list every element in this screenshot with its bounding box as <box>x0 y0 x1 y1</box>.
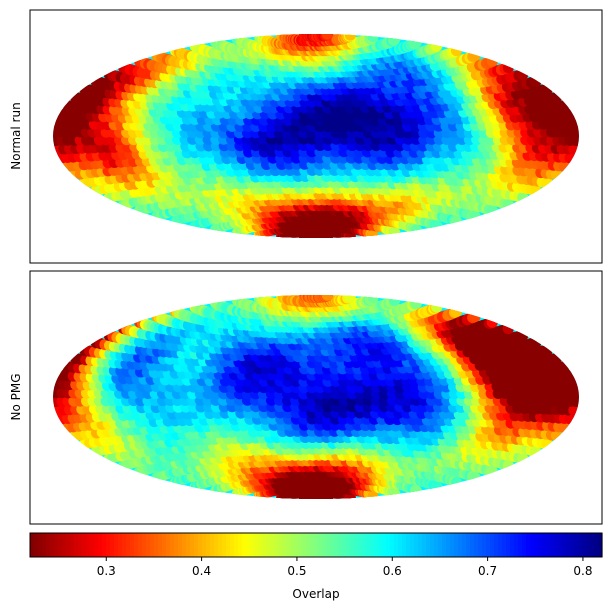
map-pixel <box>450 305 463 318</box>
map-pixel <box>410 485 422 497</box>
map-pixel <box>469 311 481 323</box>
panel-normal-run: Normal run <box>9 9 603 264</box>
map-pixel <box>410 36 422 48</box>
panel-no-pmg: No PMG <box>9 270 603 525</box>
map-pixel <box>410 297 422 309</box>
map-pixel <box>389 34 401 45</box>
map-pixel <box>389 227 401 238</box>
map-pixel <box>367 229 379 238</box>
map-pixel <box>486 316 498 328</box>
sky-map <box>53 34 579 238</box>
sky-map <box>53 295 579 499</box>
map-pixel <box>502 459 514 471</box>
map-pixel <box>486 55 498 67</box>
map-pixel <box>530 337 542 349</box>
map-pixel <box>431 220 443 232</box>
panel-frame <box>29 9 603 264</box>
map-pixel <box>450 476 463 489</box>
map-pixel <box>469 50 481 62</box>
map-pixel <box>530 76 542 88</box>
map-pixel <box>450 215 463 228</box>
map-pixel <box>344 34 356 41</box>
map-pixel <box>450 44 463 57</box>
map-pixel <box>389 295 401 306</box>
map-pixel <box>541 83 553 95</box>
map-pixel <box>469 210 481 222</box>
map-pixel <box>431 301 443 313</box>
map-pixel <box>410 224 422 236</box>
map-pixel <box>486 205 498 217</box>
map-pixel <box>502 198 514 210</box>
map-pixel <box>486 466 498 478</box>
map-pixel <box>550 91 563 103</box>
map-pixel <box>517 329 529 341</box>
map-pixel <box>431 481 443 493</box>
panel-ylabel: Normal run <box>9 102 23 169</box>
map-pixel <box>558 100 570 112</box>
map-pixel <box>502 323 514 335</box>
map-pixel <box>502 62 514 74</box>
map-pixel <box>541 344 553 356</box>
map-pixel <box>431 40 443 52</box>
map-pixel <box>469 471 481 483</box>
map-pixel <box>517 68 529 80</box>
map-pixel <box>550 352 563 364</box>
map-pixel <box>321 34 334 40</box>
map-pixel <box>389 488 401 499</box>
map-pixel <box>367 34 379 43</box>
map-pixel <box>558 361 570 373</box>
